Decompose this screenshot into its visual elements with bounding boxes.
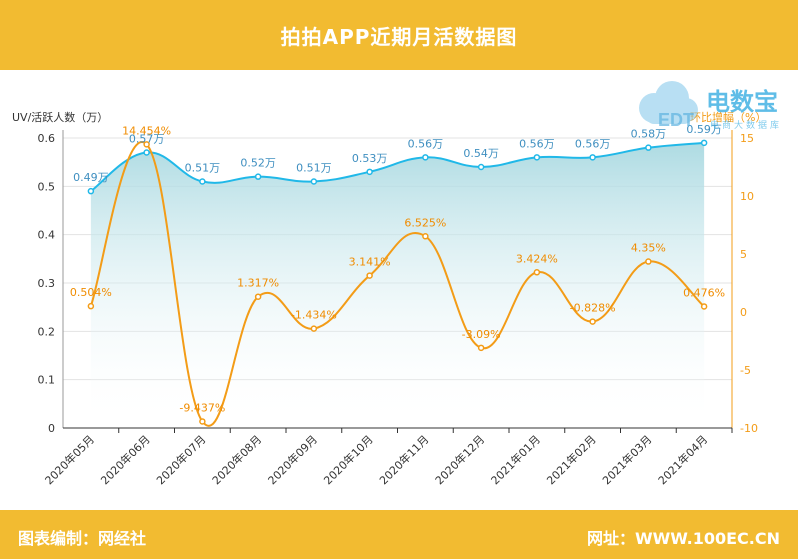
growth-data-label: -3.09% <box>462 328 501 341</box>
uv-data-label: 0.51万 <box>296 162 332 175</box>
uv-data-label: 0.51万 <box>185 162 221 175</box>
growth-point <box>477 344 485 352</box>
uv-data-label: 0.56万 <box>575 137 611 150</box>
y-left-tick-label: 0.6 <box>38 132 56 145</box>
uv-point <box>310 178 318 185</box>
growth-data-label: 3.141% <box>349 256 391 269</box>
uv-point <box>700 139 708 147</box>
y-right-tick-label: -5 <box>740 364 751 377</box>
x-tick-label: 2020年12月 <box>432 432 487 487</box>
growth-point <box>589 318 596 325</box>
growth-data-label: 14.454% <box>122 124 171 137</box>
uv-data-label: 0.53万 <box>352 152 388 165</box>
y-right-tick-label: -10 <box>740 422 758 435</box>
y-left-tick-label: 0.4 <box>38 229 56 242</box>
y-left-tick-label: 0.5 <box>38 180 56 193</box>
uv-point <box>366 168 373 176</box>
y-right-axis-title: 环比增幅（%） <box>690 110 766 124</box>
growth-data-label: -0.828% <box>570 302 616 315</box>
uv-data-label: 0.58万 <box>631 128 667 141</box>
growth-data-label: 0.476% <box>683 286 725 299</box>
footer-source: 图表编制：网经社 <box>18 529 147 548</box>
x-tick-label: 2020年11月 <box>376 432 431 487</box>
y-right-tick-label: 0 <box>740 306 747 319</box>
y-right-tick-label: 5 <box>740 248 747 261</box>
growth-data-label: 3.424% <box>516 252 558 265</box>
y-left-tick-label: 0.3 <box>38 277 56 290</box>
x-tick-label: 2020年06月 <box>98 432 153 487</box>
footer-bar: 图表编制：网经社 网址：WWW.100EC.CN <box>0 510 798 559</box>
growth-point <box>87 302 95 310</box>
y-left-tick-label: 0.2 <box>38 325 56 338</box>
logo-text: 电数宝 <box>706 88 778 116</box>
growth-point <box>700 303 708 310</box>
logo: EDT 电数宝 电商大数据库 <box>639 81 782 131</box>
x-tick-label: 2020年10月 <box>321 432 376 487</box>
page-title: 拍拍APP近期月活数据图 <box>280 24 518 49</box>
x-tick-label: 2020年07月 <box>153 432 208 487</box>
uv-point <box>477 163 485 171</box>
logo-mark: EDT <box>658 110 694 130</box>
header-bar: 拍拍APP近期月活数据图 <box>0 0 798 70</box>
uv-point <box>143 149 150 156</box>
uv-data-label: 0.59万 <box>686 123 722 136</box>
growth-point <box>254 293 262 300</box>
growth-data-label: 1.317% <box>237 277 279 290</box>
uv-point <box>589 154 596 161</box>
x-tick-label: 2020年05月 <box>42 432 97 487</box>
growth-data-label: 0.504% <box>70 286 112 299</box>
uv-point <box>87 187 95 195</box>
y-right-tick-label: 10 <box>740 190 754 203</box>
uv-data-label: 0.56万 <box>519 137 555 150</box>
growth-point <box>422 233 429 240</box>
uv-area <box>90 142 705 429</box>
chart: 0.49万 0.57万 0.51万 0.52万 0.51万 0.53万 0.56万 0.54万… <box>12 110 766 487</box>
cloud-icon <box>639 81 698 124</box>
y-left-tick-label: 0.1 <box>38 374 56 387</box>
x-tick-label: 2020年09月 <box>265 432 320 487</box>
uv-point <box>533 154 541 161</box>
growth-data-label: -1.434% <box>291 309 337 322</box>
footer-website: 网址：WWW.100EC.CN <box>586 529 780 548</box>
growth-data-label: 6.525% <box>404 216 446 229</box>
growth-point <box>366 272 373 279</box>
x-tick-label: 2021年02月 <box>544 432 599 487</box>
uv-data-label: 0.56万 <box>408 137 444 150</box>
uv-point <box>422 154 429 161</box>
growth-point <box>199 418 206 425</box>
growth-point <box>533 269 541 276</box>
growth-data-label: -9.437% <box>179 401 225 414</box>
uv-point <box>199 178 206 185</box>
x-tick-label: 2021年03月 <box>599 432 654 487</box>
growth-data-label: 4.35% <box>631 242 666 255</box>
uv-data-label: 0.54万 <box>463 147 499 160</box>
uv-point <box>254 173 262 180</box>
uv-data-label: 0.52万 <box>240 157 276 170</box>
y-left-tick-label: 0 <box>48 422 55 435</box>
growth-point <box>143 141 150 148</box>
growth-point <box>645 258 652 265</box>
uv-point <box>645 144 652 151</box>
x-tick-label: 2021年01月 <box>488 432 543 487</box>
growth-point <box>310 325 318 332</box>
x-tick-label: 2021年04月 <box>655 432 710 487</box>
x-tick-label: 2020年08月 <box>209 432 264 487</box>
logo-subtext: 电商大数据库 <box>710 119 782 131</box>
y-left-axis-title: UV/活跃人数（万） <box>12 110 108 124</box>
y-right-tick-label: 15 <box>740 132 754 145</box>
uv-data-label: 0.49万 <box>73 171 109 184</box>
uv-data-label: 0.57万 <box>129 133 165 146</box>
